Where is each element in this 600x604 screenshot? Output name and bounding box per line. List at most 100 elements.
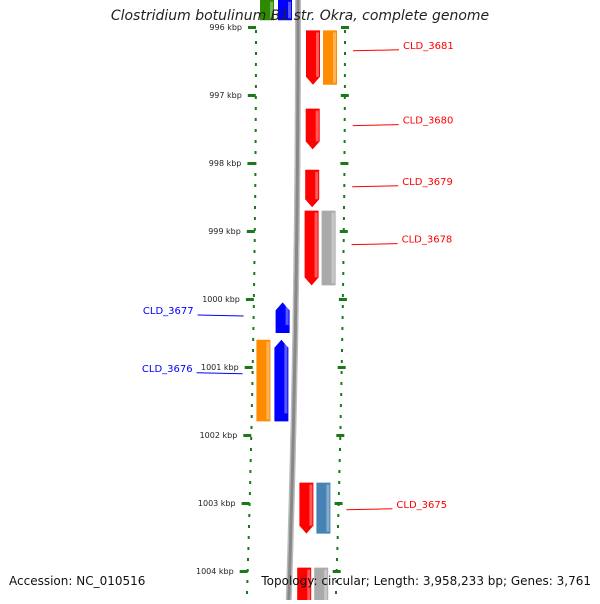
gene-label-leader xyxy=(351,243,398,246)
major-tick xyxy=(246,230,255,233)
minor-tick xyxy=(343,195,346,198)
minor-tick xyxy=(254,63,257,66)
minor-tick xyxy=(343,96,346,99)
minor-tick xyxy=(340,393,343,396)
minor-tick xyxy=(343,63,346,66)
kbp-tick-label: 999 kbp xyxy=(208,227,241,236)
minor-tick xyxy=(336,536,339,539)
major-tick xyxy=(247,162,256,165)
minor-tick xyxy=(253,239,256,242)
gene-highlight xyxy=(331,212,335,284)
gene-feature xyxy=(299,482,314,534)
gene-feature xyxy=(278,0,292,21)
minor-tick xyxy=(252,327,255,330)
minor-tick xyxy=(341,327,344,330)
minor-tick xyxy=(254,184,257,187)
minor-tick xyxy=(343,129,346,132)
minor-tick xyxy=(339,448,341,451)
kbp-tick-label: 1002 kbp xyxy=(200,431,238,440)
minor-tick xyxy=(342,261,345,264)
kbp-tick-label: 996 kbp xyxy=(209,23,242,32)
major-tick xyxy=(336,434,345,437)
minor-tick xyxy=(254,173,257,176)
minor-tick xyxy=(340,371,343,374)
gene-highlight xyxy=(266,341,270,420)
minor-tick xyxy=(339,426,342,429)
kbp-tick-label: 1000 kbp xyxy=(202,295,240,304)
minor-tick xyxy=(342,239,345,242)
minor-tick xyxy=(335,591,337,594)
minor-tick xyxy=(251,393,254,396)
major-tick xyxy=(337,366,346,369)
major-tick xyxy=(247,94,256,97)
minor-tick xyxy=(253,250,256,253)
gene-highlight xyxy=(285,304,289,325)
gene-label: CLD_3680 xyxy=(403,116,454,127)
minor-tick xyxy=(338,470,341,473)
gene-highlight xyxy=(315,171,319,200)
minor-tick xyxy=(344,41,346,44)
minor-tick xyxy=(251,371,254,374)
gene-highlight xyxy=(326,484,330,532)
minor-tick xyxy=(251,360,254,363)
minor-tick xyxy=(341,338,344,341)
minor-tick xyxy=(253,283,256,286)
minor-tick xyxy=(336,558,338,561)
minor-tick xyxy=(337,492,340,495)
gene-feature xyxy=(297,567,312,604)
minor-tick xyxy=(255,30,257,33)
gene-highlight xyxy=(270,1,273,19)
gene-label: CLD_3677 xyxy=(143,306,194,317)
gene-label-leader xyxy=(346,508,393,511)
minor-tick xyxy=(342,272,345,275)
backbone-line xyxy=(287,0,300,601)
gene-label-leader xyxy=(196,372,243,375)
major-tick xyxy=(243,434,252,437)
gene-feature xyxy=(306,30,320,85)
minor-tick xyxy=(343,107,346,110)
kbp-tick-label: 997 kbp xyxy=(209,91,242,100)
minor-tick xyxy=(343,74,346,77)
gene-feature xyxy=(274,339,289,422)
kbp-tick-label: 1001 kbp xyxy=(201,363,239,372)
minor-tick xyxy=(343,85,346,88)
gene-label: CLD_3676 xyxy=(142,364,193,375)
gene-feature xyxy=(304,210,319,286)
minor-tick xyxy=(337,514,340,517)
gene-feature xyxy=(323,30,337,85)
minor-tick xyxy=(342,250,345,253)
gene-highlight xyxy=(309,484,313,526)
major-tick xyxy=(334,502,343,505)
major-tick xyxy=(338,298,347,301)
gene-highlight xyxy=(316,32,319,77)
minor-tick xyxy=(342,283,345,286)
minor-tick xyxy=(250,448,252,451)
gene-label: CLD_3678 xyxy=(402,235,453,246)
minor-tick xyxy=(343,140,346,143)
minor-tick xyxy=(253,228,256,231)
major-tick xyxy=(245,298,254,301)
minor-tick xyxy=(343,206,345,209)
gene-feature xyxy=(321,210,336,286)
minor-tick xyxy=(248,525,250,528)
minor-tick xyxy=(249,481,252,484)
minor-tick xyxy=(254,107,257,110)
gene-label: CLD_3675 xyxy=(396,500,447,511)
major-tick xyxy=(244,366,253,369)
minor-tick xyxy=(250,415,253,418)
minor-tick xyxy=(250,437,253,440)
minor-tick xyxy=(341,294,344,297)
map-title: Clostridium botulinum B1 str. Okra, comp… xyxy=(110,8,490,24)
minor-tick xyxy=(252,338,255,341)
gene-feature xyxy=(275,302,290,333)
minor-tick xyxy=(336,547,339,550)
minor-tick xyxy=(337,525,339,528)
minor-tick xyxy=(341,316,344,319)
minor-tick xyxy=(252,316,255,319)
minor-tick xyxy=(246,580,249,583)
major-tick xyxy=(340,162,349,165)
major-tick xyxy=(341,26,349,29)
gene-feature xyxy=(316,482,331,534)
minor-tick xyxy=(254,195,257,198)
